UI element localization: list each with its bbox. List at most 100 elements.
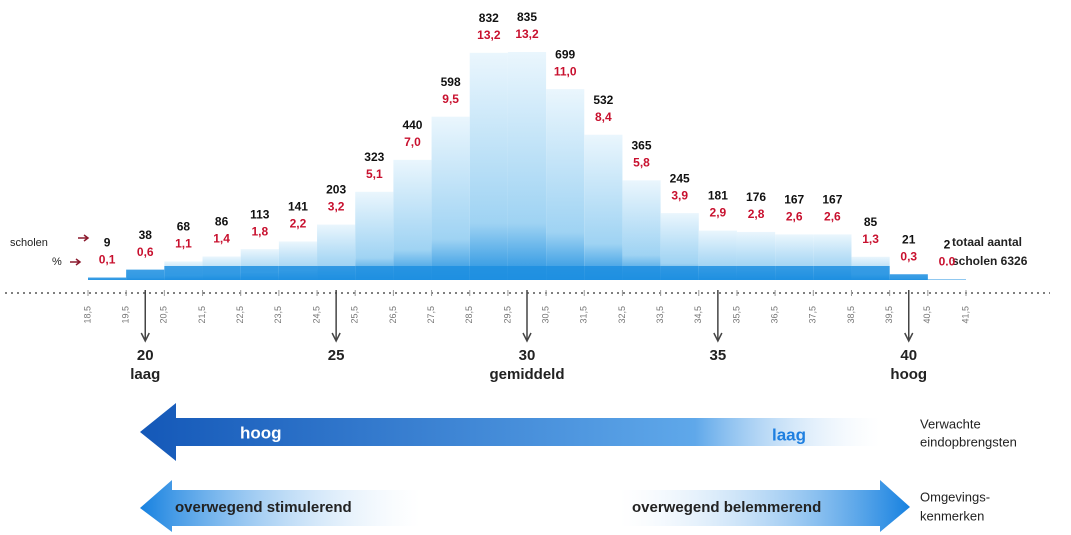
count-label: 68 [177,220,191,234]
percent-label: 2,6 [786,210,803,224]
percent-label: 2,2 [290,217,307,231]
bar-base [507,266,547,280]
marker-arrow-head [904,332,914,343]
percent-label: 8,4 [595,110,612,124]
bar-base [469,266,508,280]
x-tick-label: 20,5 [159,306,169,324]
percent-label: 11,0 [554,64,577,78]
count-label: 245 [670,171,690,185]
count-label: 176 [746,190,766,204]
bar-base [126,269,165,280]
band-label: kenmerken [920,508,984,523]
marker-note: laag [130,366,160,383]
bar-base [88,277,127,280]
percent-label: 2,6 [824,210,841,224]
percent-label: 13,2 [515,27,539,41]
x-tick-label: 24,5 [311,306,321,324]
x-tick-label: 22,5 [235,306,245,324]
bar-base [660,266,699,280]
bar [431,116,470,280]
total-note: totaal aantal [952,235,1022,249]
percent-label: 7,0 [404,135,421,149]
band-left: hoog [240,423,282,442]
bar [584,134,623,280]
marker-label: 35 [710,347,727,364]
bar-base [317,266,356,280]
x-tick-label: 21,5 [197,306,207,324]
marker-label: 25 [328,347,345,364]
marker-note: hoog [890,366,927,383]
count-label: 9 [104,236,111,250]
count-label: 532 [593,93,613,107]
percent-label: 5,8 [633,156,650,170]
band-arrow [620,480,910,532]
percent-label: 1,8 [251,224,268,238]
percent-label: 0,1 [99,253,116,267]
x-tick-label: 34,5 [693,306,703,324]
count-label: 699 [555,47,575,61]
count-label: 832 [479,11,499,25]
percent-label: 13,2 [477,28,501,42]
count-label: 86 [215,215,229,229]
marker-arrow-head [522,332,532,343]
legend-arrow [78,234,90,242]
x-tick-label: 27,5 [426,306,436,324]
bar-base [202,266,241,280]
bar [355,191,394,280]
percent-label: 0,6 [137,245,154,259]
percent-label: 1,1 [175,237,192,251]
band-label: Omgevings- [920,489,990,504]
x-tick-label: 36,5 [770,306,780,324]
band-label: Verwachte [920,416,981,431]
marker-note: gemiddeld [489,366,564,383]
bar-base [584,266,623,280]
count-label: 365 [632,139,652,153]
x-tick-label: 39,5 [884,306,894,324]
percent-label: 3,9 [671,188,688,202]
band-arrow [140,403,880,461]
legend-arrow [70,258,82,266]
marker-label: 20 [137,347,154,364]
marker-arrow-head [713,332,723,343]
x-tick-label: 41,5 [960,306,970,324]
count-label: 85 [864,215,878,229]
bar-base [851,266,890,280]
bar-base [889,274,928,280]
marker-arrow-head [140,332,150,343]
bar-base [431,266,470,280]
band-left: overwegend stimulerend [175,499,352,516]
bar-base [393,266,432,280]
x-tick-label: 18,5 [82,306,92,324]
legend-entry: % [52,256,62,268]
x-tick-label: 37,5 [808,306,818,324]
x-tick-label: 33,5 [655,306,665,324]
percent-label: 3,2 [328,200,345,214]
percent-label: 2,9 [710,206,727,220]
x-tick-label: 31,5 [579,306,589,324]
x-tick-label: 32,5 [617,306,627,324]
bar-base [813,266,852,280]
count-label: 21 [902,232,916,246]
bar-base [622,266,661,280]
x-tick-label: 26,5 [388,306,398,324]
x-tick-label: 28,5 [464,306,474,324]
bar-base [546,266,585,280]
x-tick-label: 35,5 [731,306,741,324]
marker-label: 40 [900,347,917,364]
bar [393,159,432,280]
percent-label: 2,8 [748,207,765,221]
bar-base [355,266,394,280]
percent-label: 5,1 [366,167,383,181]
x-tick-label: 19,5 [121,306,131,324]
bar-base [927,279,966,280]
bar [622,180,661,280]
x-tick-label: 38,5 [846,306,856,324]
bar [507,52,547,280]
count-label: 141 [288,200,308,214]
band-right: laag [772,425,806,444]
x-tick-label: 25,5 [350,306,360,324]
bar-base [775,266,814,280]
bar-base [240,266,279,280]
band-arrow [140,480,420,532]
